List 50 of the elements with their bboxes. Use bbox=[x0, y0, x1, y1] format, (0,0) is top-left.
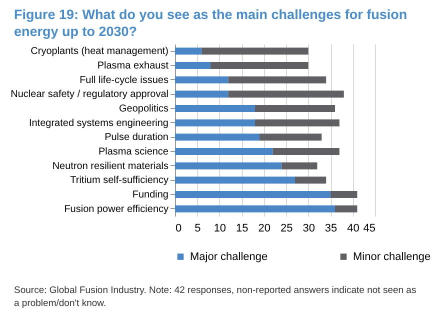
bar bbox=[175, 191, 331, 198]
y-tick-label: Full life-cycle issues bbox=[80, 74, 168, 86]
bar bbox=[272, 148, 340, 155]
bar bbox=[330, 191, 358, 198]
x-tick-label: 40 bbox=[347, 222, 360, 234]
y-tick-label: Plasma science bbox=[98, 146, 169, 158]
bar bbox=[175, 205, 335, 212]
bar bbox=[255, 119, 340, 126]
y-tick-label: Tritium self-sufficiency bbox=[70, 175, 168, 186]
x-tick-label: 35 bbox=[324, 222, 338, 234]
bar bbox=[295, 176, 326, 184]
source-note: Source: Global Fusion Industry. Note: 42 responses, non-reported answers indicate not seen as a problem/don't know. bbox=[14, 284, 418, 310]
bar bbox=[175, 105, 255, 112]
y-tick-label: Geopolitics bbox=[119, 104, 168, 114]
y-tick-label: Neutron resilient materials bbox=[52, 160, 168, 172]
x-tick-label: 20 bbox=[258, 222, 271, 234]
x-tick-label: 0 bbox=[176, 222, 182, 234]
chart-title: Figure 19: What do you see as the main challenges for fusion energy up to 2030? bbox=[13, 6, 408, 40]
y-tick-label: Fusion power efficiency bbox=[64, 204, 168, 215]
x-tick-label: 5 bbox=[194, 222, 201, 234]
bar bbox=[175, 162, 282, 170]
bar bbox=[210, 62, 308, 69]
y-tick-label: Nuclear safety / regulatory approval bbox=[10, 89, 168, 100]
y-tick-label: Cryoplants (heat management) bbox=[30, 46, 168, 58]
legend-label: Minor challenge bbox=[353, 250, 431, 263]
bar bbox=[175, 48, 202, 55]
y-tick-label: Integrated systems engineering bbox=[28, 118, 168, 129]
bar bbox=[255, 105, 335, 112]
x-tick-label: 45 bbox=[363, 222, 376, 234]
bar bbox=[228, 90, 344, 98]
bar bbox=[175, 176, 295, 184]
bar bbox=[259, 134, 322, 141]
bar bbox=[175, 62, 211, 69]
bar bbox=[228, 76, 326, 84]
x-tick-label: 10 bbox=[214, 222, 226, 234]
y-tick-label: Funding bbox=[132, 190, 168, 200]
bar bbox=[175, 119, 255, 126]
legend-label: Major challenge bbox=[190, 250, 268, 263]
bar bbox=[175, 76, 228, 84]
bar bbox=[202, 48, 308, 55]
bar bbox=[335, 205, 358, 212]
x-tick-label: 30 bbox=[302, 222, 315, 234]
bar bbox=[175, 148, 273, 155]
bar bbox=[282, 162, 318, 170]
bar bbox=[175, 90, 228, 98]
y-tick-label: Pulse duration bbox=[104, 132, 168, 144]
bar bbox=[175, 134, 260, 141]
y-tick-label: Plasma exhaust bbox=[97, 60, 169, 72]
x-tick-label: 25 bbox=[280, 222, 293, 234]
x-tick-label: 15 bbox=[236, 222, 248, 234]
